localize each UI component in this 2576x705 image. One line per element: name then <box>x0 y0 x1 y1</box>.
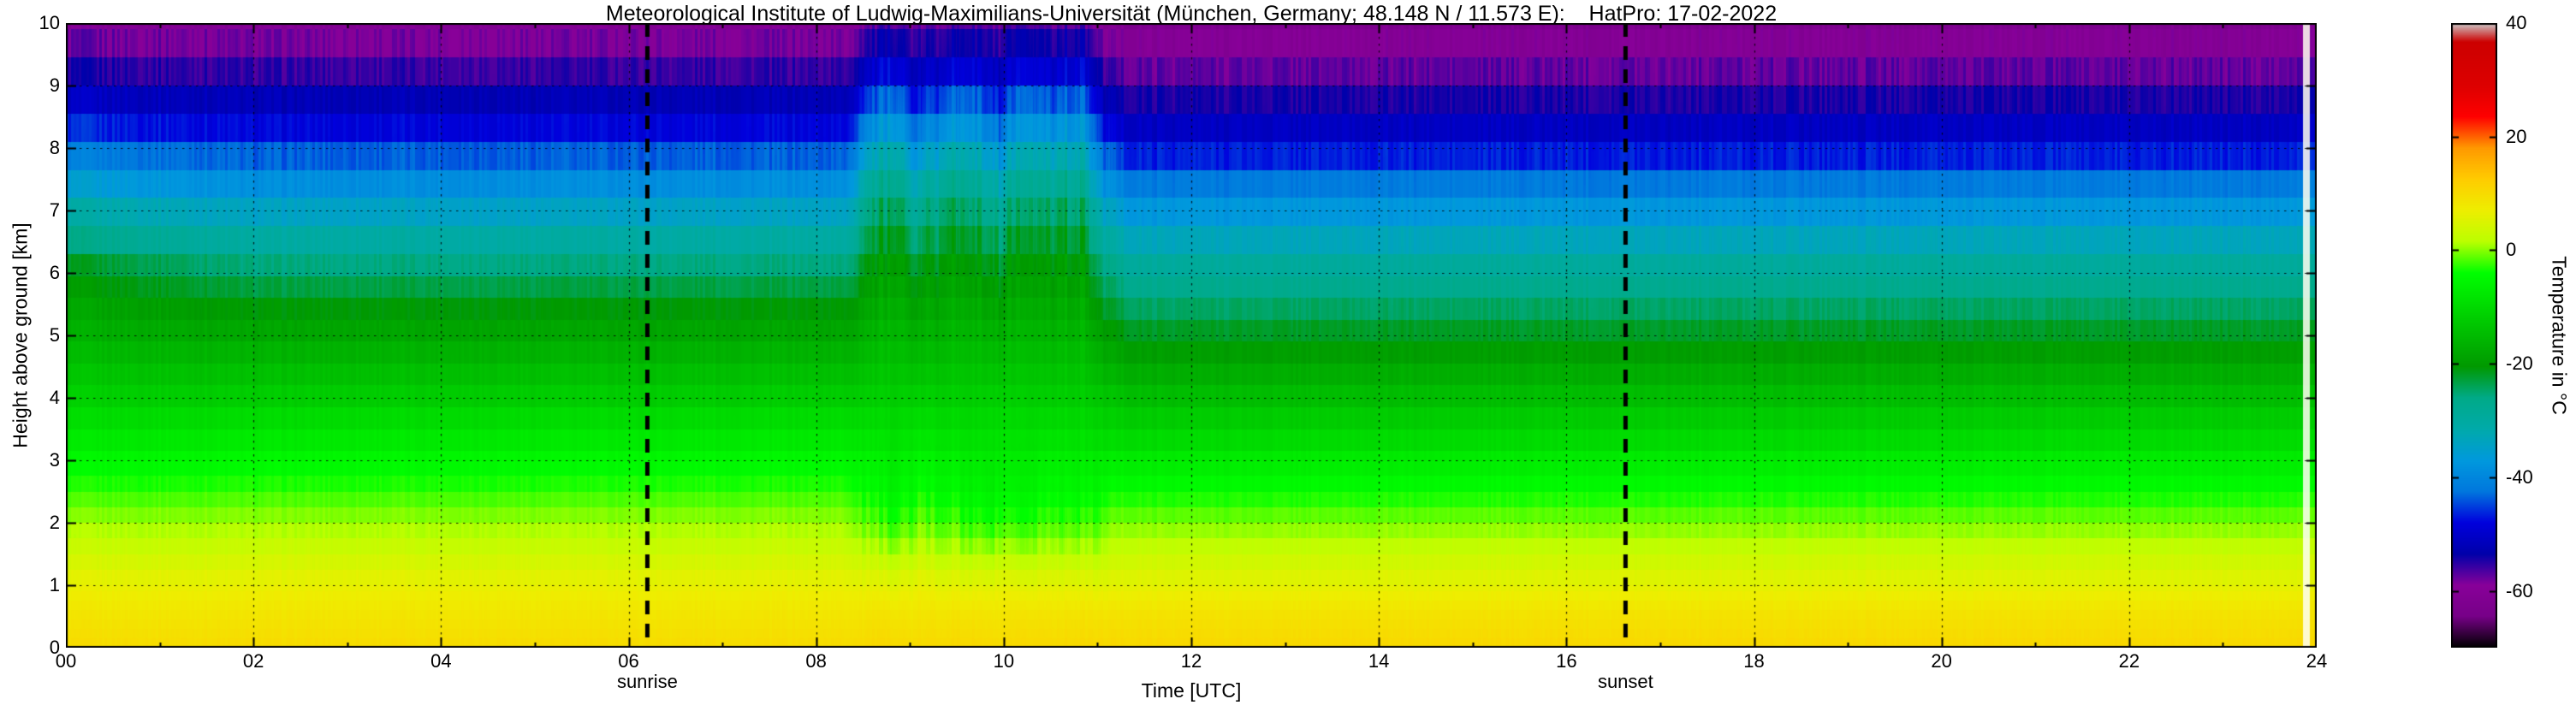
x-tick-label: 24 <box>2306 650 2328 672</box>
plot-title: Meteorological Institute of Ludwig-Maxim… <box>605 2 1778 26</box>
colorbar-tick-label: 40 <box>2506 12 2527 33</box>
x-tick-label: 04 <box>430 650 452 672</box>
y-tick-label: 8 <box>49 137 60 158</box>
sunset-label: sunset <box>1597 671 1653 692</box>
temperature-heatmap <box>66 23 2317 648</box>
x-tick-label: 00 <box>55 650 77 672</box>
x-tick-label: 10 <box>993 650 1015 672</box>
colorbar-tick-label: -60 <box>2506 579 2533 601</box>
y-tick-label: 5 <box>49 324 60 346</box>
y-tick-label: 4 <box>49 387 60 408</box>
x-tick-label: 14 <box>1368 650 1390 672</box>
x-tick-label: 20 <box>1931 650 1952 672</box>
colorbar-tick-label: -20 <box>2506 352 2533 375</box>
x-tick-label: 12 <box>1180 650 1202 672</box>
y-tick-label: 2 <box>49 512 60 533</box>
y-tick-label: 7 <box>49 199 60 221</box>
colorbar-tick-label: -40 <box>2506 465 2533 488</box>
colorbar-tick-label: 0 <box>2506 239 2517 261</box>
x-axis-label: Time [UTC] <box>1141 679 1242 702</box>
y-tick-label: 1 <box>49 574 60 595</box>
x-tick-label: 06 <box>618 650 639 672</box>
x-tick-label: 18 <box>1743 650 1765 672</box>
temperature-colorbar <box>2451 23 2497 648</box>
y-tick-label: 10 <box>39 12 60 33</box>
y-tick-label: 6 <box>49 262 60 283</box>
y-tick-label: 0 <box>49 637 60 658</box>
colorbar-label: Temperature in °C <box>2548 256 2571 415</box>
sunrise-label: sunrise <box>616 671 678 692</box>
x-tick-label: 08 <box>805 650 827 672</box>
x-tick-label: 16 <box>1556 650 1577 672</box>
colorbar-tick-label: 20 <box>2506 125 2527 147</box>
y-tick-label: 9 <box>49 74 60 96</box>
x-tick-label: 22 <box>2118 650 2140 672</box>
x-tick-label: 02 <box>242 650 264 672</box>
y-tick-label: 3 <box>49 449 60 471</box>
